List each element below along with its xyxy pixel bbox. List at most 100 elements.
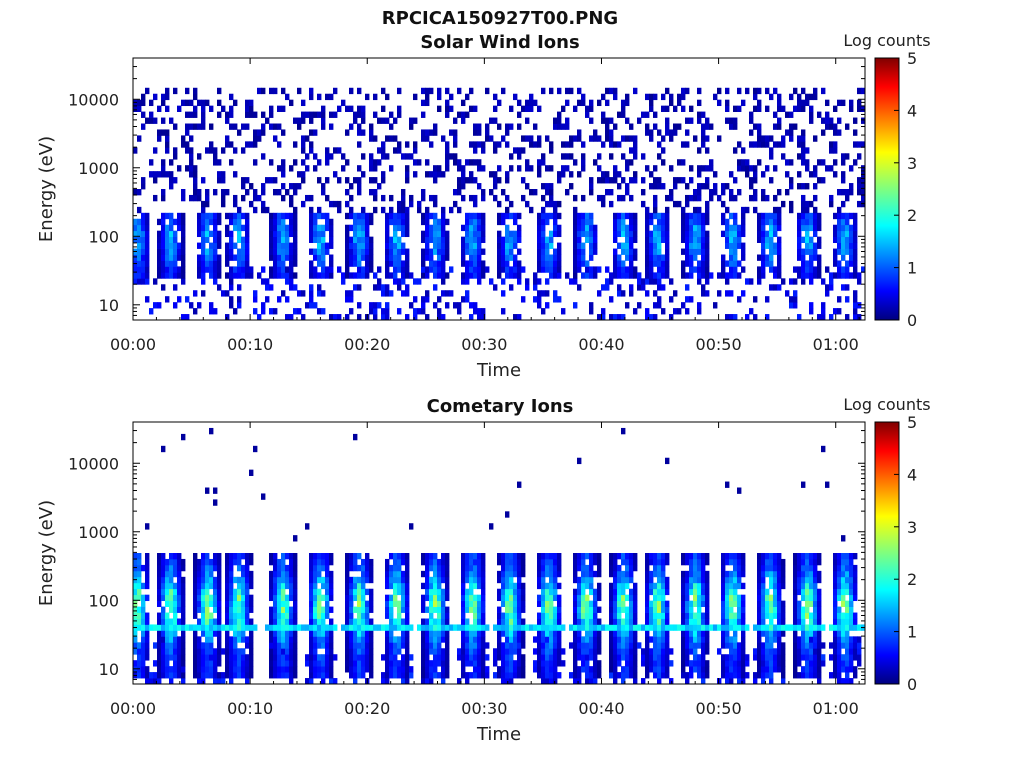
heatmap-cell — [133, 582, 138, 590]
heatmap-cell — [169, 260, 174, 267]
heatmap-cell — [353, 218, 358, 226]
heatmap-cell — [801, 266, 806, 273]
heatmap-cell — [273, 248, 278, 255]
heatmap-cell — [521, 654, 526, 661]
heatmap-cell — [769, 230, 774, 238]
heatmap-cell — [173, 260, 178, 267]
heatmap-cell — [517, 612, 522, 619]
heatmap-cell — [357, 212, 362, 220]
heatmap-cell — [377, 624, 382, 631]
heatmap-cell — [653, 278, 658, 285]
heatmap-cell — [205, 576, 210, 584]
heatmap-cell — [237, 254, 242, 261]
heatmap-cell — [509, 105, 514, 112]
x-axis-label: Time — [476, 360, 521, 381]
heatmap-cell — [717, 135, 722, 142]
heatmap-cell — [437, 600, 442, 607]
heatmap-cell — [425, 588, 430, 596]
heatmap-cell — [657, 672, 662, 679]
heatmap-cell — [769, 218, 774, 226]
heatmap-cell — [325, 153, 330, 160]
heatmap-cell — [577, 212, 582, 220]
heatmap-cell — [205, 636, 210, 643]
heatmap-cell — [549, 672, 554, 679]
heatmap-cell — [373, 165, 378, 172]
heatmap-cell — [293, 612, 298, 619]
heatmap-cell — [617, 660, 622, 667]
heatmap-cell — [433, 302, 438, 309]
heatmap-cell — [837, 308, 842, 315]
heatmap-cell — [373, 189, 378, 196]
heatmap-cell — [133, 570, 138, 578]
heatmap-cell — [441, 588, 446, 596]
heatmap-cell — [653, 314, 658, 321]
heatmap-cell — [281, 218, 286, 226]
heatmap-cell — [689, 194, 694, 202]
heatmap-cell — [701, 672, 706, 679]
heatmap-cell — [577, 624, 582, 631]
heatmap-cell — [277, 636, 282, 643]
heatmap-cell — [273, 177, 278, 184]
heatmap-cell — [829, 141, 834, 148]
heatmap-cell — [697, 87, 702, 95]
heatmap-cell — [433, 588, 438, 596]
heatmap-cell — [625, 189, 630, 196]
heatmap-cell — [701, 230, 706, 238]
heatmap-cell — [613, 576, 618, 584]
heatmap-cell — [233, 672, 238, 679]
heatmap-cell — [381, 105, 386, 112]
heatmap-cell — [505, 630, 510, 637]
heatmap-cell — [573, 553, 578, 560]
heatmap-cell — [253, 206, 258, 214]
heatmap-cell — [441, 636, 446, 643]
heatmap-cell — [657, 594, 662, 602]
heatmap-cell — [729, 660, 734, 667]
heatmap-cell — [621, 153, 626, 160]
heatmap-cell — [705, 636, 710, 643]
heatmap-cell — [689, 248, 694, 255]
heatmap-cell — [501, 660, 506, 667]
heatmap-cell — [153, 642, 158, 649]
heatmap-cell — [177, 218, 182, 226]
heatmap-cell — [617, 642, 622, 649]
heatmap-cell — [633, 618, 638, 625]
heatmap-cell — [581, 558, 586, 566]
heatmap-cell — [281, 105, 286, 112]
heatmap-cell — [361, 660, 366, 667]
heatmap-cell — [213, 499, 218, 506]
heatmap-cell — [241, 582, 246, 590]
heatmap-cell — [301, 111, 306, 118]
heatmap-cell — [521, 588, 526, 596]
heatmap-cell — [537, 260, 542, 267]
heatmap-cell — [133, 266, 138, 273]
heatmap-cell — [193, 553, 198, 560]
heatmap-cell — [721, 564, 726, 572]
heatmap-cell — [725, 224, 730, 232]
heatmap-cell — [269, 672, 274, 679]
heatmap-cell — [225, 212, 230, 220]
heatmap-cell — [573, 272, 578, 279]
heatmap-cell — [309, 290, 314, 297]
heatmap-cell — [777, 93, 782, 101]
heatmap-cell — [769, 266, 774, 273]
heatmap-cell — [541, 308, 546, 315]
heatmap-cell — [541, 570, 546, 578]
heatmap-cell — [629, 159, 634, 166]
heatmap-cell — [369, 135, 374, 142]
heatmap-cell — [149, 111, 154, 118]
heatmap-cell — [341, 272, 346, 279]
heatmap-cell — [517, 481, 522, 488]
heatmap-cell — [537, 278, 542, 285]
heatmap-cell — [833, 147, 838, 154]
heatmap-cell — [193, 588, 198, 596]
heatmap-cell — [817, 260, 822, 267]
heatmap-cell — [225, 314, 230, 321]
heatmap-cell — [581, 224, 586, 232]
colorbar-tick-label: 1 — [907, 259, 917, 278]
heatmap-cell — [281, 159, 286, 166]
heatmap-cell — [585, 224, 590, 232]
heatmap-cell — [805, 159, 810, 166]
heatmap-cell — [181, 666, 186, 673]
heatmap-cell — [325, 660, 330, 667]
heatmap-cell — [849, 236, 854, 243]
